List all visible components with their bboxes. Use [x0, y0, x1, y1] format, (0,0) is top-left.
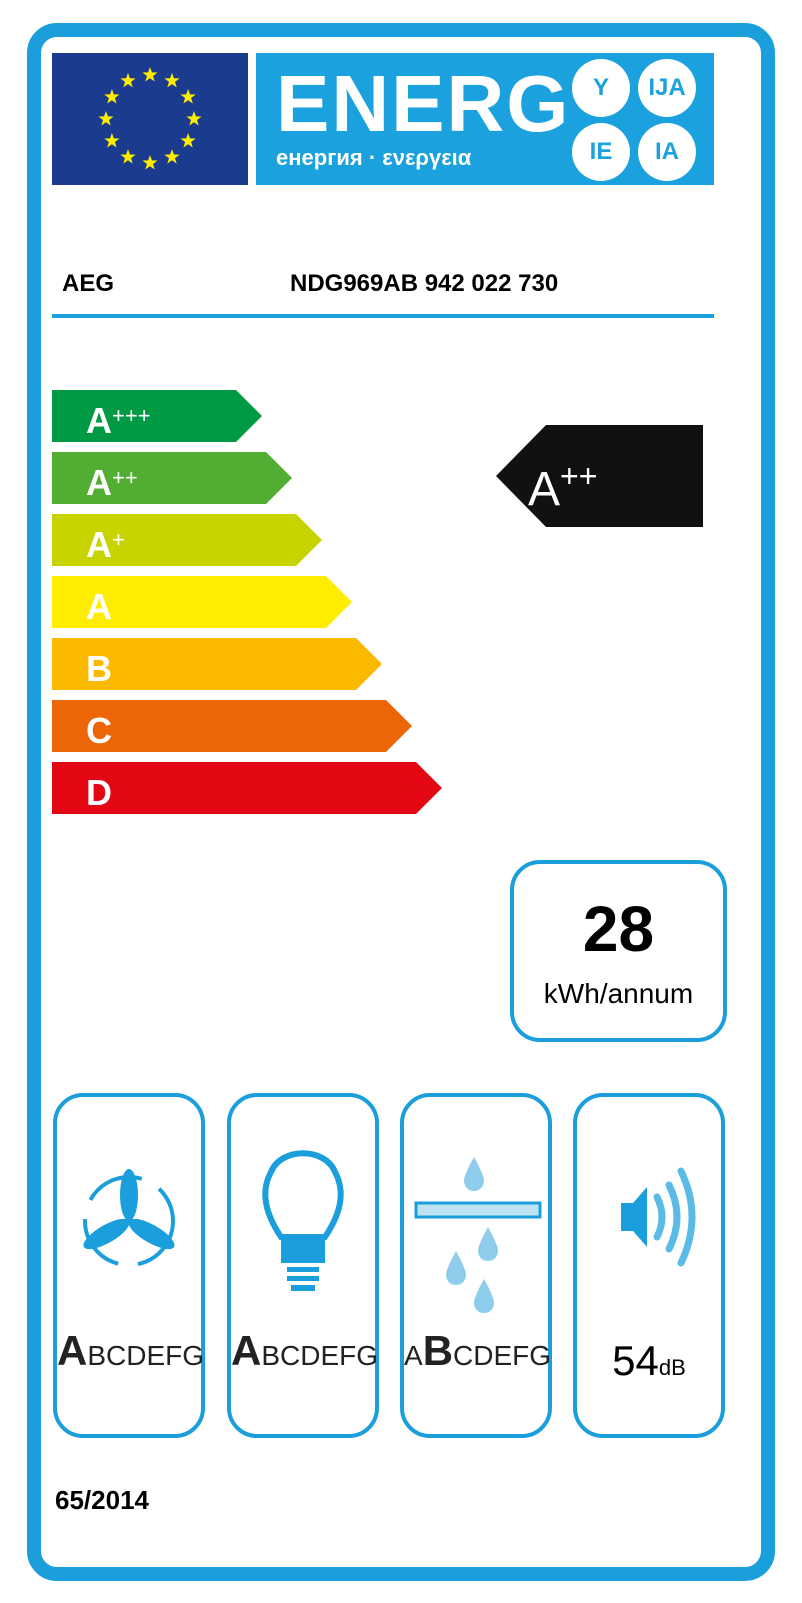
energy-class-bar: B	[52, 638, 382, 690]
eu-flag	[52, 53, 248, 185]
fluid-dynamic-box: ABCDEFG	[53, 1093, 205, 1438]
eu-stars-icon	[98, 67, 202, 170]
star-icon	[104, 133, 120, 148]
energy-subtitle: енергия · ενεργεια	[276, 145, 472, 170]
energy-title: ENERG	[276, 59, 571, 148]
star-icon	[120, 149, 136, 164]
suffix-y: Y	[572, 59, 630, 117]
energy-class-bar: A+++	[52, 390, 262, 442]
class-letter: A	[86, 400, 112, 441]
grease-filter-box: ABCDEFG	[400, 1093, 552, 1438]
star-icon	[180, 133, 196, 148]
suffix-ija: IJA	[638, 59, 696, 117]
lightbulb-icon	[262, 1150, 344, 1291]
consumption-value: 28	[582, 893, 655, 965]
regulation-number: 65/2014	[55, 1485, 149, 1515]
star-icon	[120, 72, 136, 88]
energy-class-bar: D	[52, 762, 442, 814]
label-border	[27, 23, 775, 1581]
star-icon	[142, 67, 158, 82]
class-letter: C	[86, 710, 112, 751]
class-plus: +	[112, 527, 125, 552]
energy-class-bar: A	[52, 576, 352, 628]
consumption-box: 28 kWh/annum	[510, 860, 727, 1042]
star-icon	[186, 111, 202, 126]
star-icon	[180, 89, 196, 104]
speaker-icon	[621, 1167, 696, 1267]
noise-level: 54dB	[612, 1337, 686, 1384]
class-letter: A	[86, 586, 112, 627]
lighting-class: ABCDEFG	[231, 1327, 379, 1374]
energy-class-bar: A++	[52, 452, 292, 504]
rating-letter: A	[528, 463, 561, 516]
grease-filter-icon	[414, 1157, 542, 1313]
class-letter: A	[86, 524, 112, 565]
star-icon	[104, 89, 120, 104]
suffix-ia: IA	[638, 123, 696, 181]
star-icon	[164, 72, 180, 88]
class-plus: ++	[112, 465, 138, 490]
consumption-unit: kWh/annum	[543, 978, 694, 1009]
class-letter: D	[86, 772, 112, 813]
supplier-name: AEG	[62, 270, 115, 297]
energy-class-bar: A+	[52, 514, 322, 566]
star-icon	[142, 155, 158, 170]
divider	[52, 314, 714, 318]
energy-header: ENERG енергия · ενεργεια Y IJA IE IA	[256, 53, 714, 185]
class-letter: B	[86, 648, 112, 689]
energy-class-bar: C	[52, 700, 412, 752]
lighting-box: ABCDEFG	[227, 1093, 379, 1438]
rating-arrow: A++	[496, 425, 703, 527]
star-icon	[164, 149, 180, 164]
rating-plus: ++	[560, 458, 598, 494]
fluid-dynamic-class: ABCDEFG	[57, 1327, 205, 1374]
noise-box: 54dB	[573, 1093, 725, 1438]
star-icon	[98, 111, 114, 126]
class-plus: +++	[112, 403, 151, 428]
model-id: NDG969AB 942 022 730	[290, 270, 559, 297]
class-letter: A	[86, 462, 112, 503]
grease-filter-class: ABCDEFG	[404, 1327, 552, 1374]
suffix-ie: IE	[572, 123, 630, 181]
fan-icon	[83, 1169, 175, 1267]
